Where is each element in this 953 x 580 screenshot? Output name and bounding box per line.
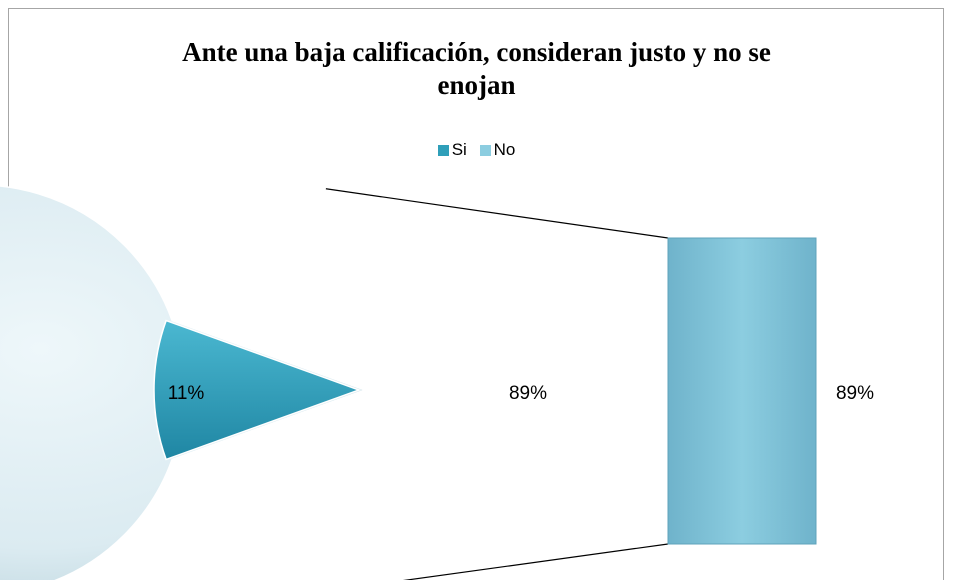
- legend-label-si: Si: [451, 140, 467, 159]
- legend-swatch-si: [437, 144, 449, 156]
- legend-item-si: Si: [437, 140, 467, 160]
- data-label-si: 11%: [168, 383, 205, 404]
- legend-swatch-no: [479, 144, 491, 156]
- chart-title-line-1: Ante una baja calificación, consideran j…: [182, 37, 771, 67]
- chart-title-line-2: enojan: [437, 70, 516, 100]
- data-label-no: 89%: [509, 383, 547, 404]
- connector-line-bottom: [402, 543, 669, 580]
- pie-slice-si: [153, 319, 362, 461]
- connector-line-top: [325, 188, 669, 239]
- legend-item-no: No: [479, 140, 516, 160]
- legend-label-no: No: [493, 140, 516, 159]
- legend: Si No: [0, 140, 953, 161]
- data-label-bar-no: 89%: [836, 383, 874, 404]
- secondary-bar-no: [667, 237, 817, 545]
- chart-title: Ante una baja calificación, consideran j…: [0, 36, 953, 102]
